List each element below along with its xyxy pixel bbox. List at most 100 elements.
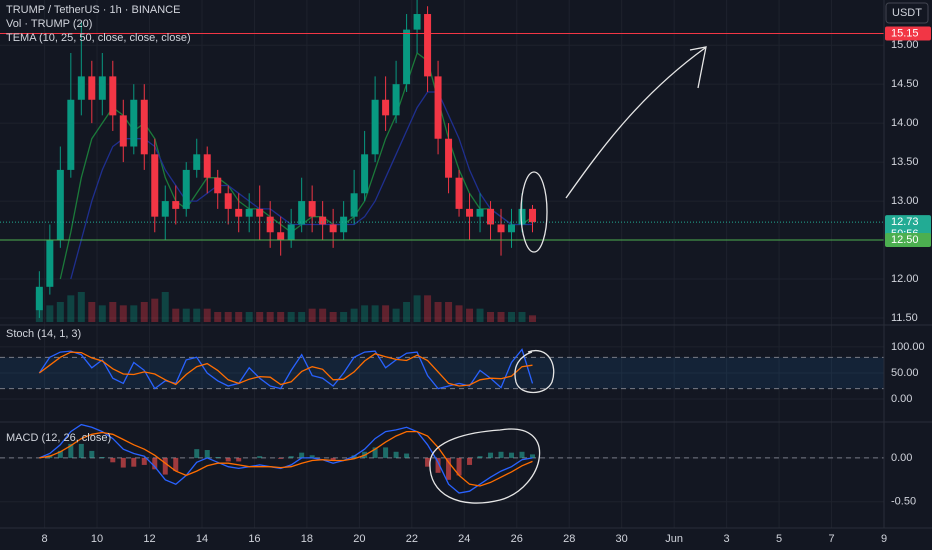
- candle-body: [56, 169, 64, 241]
- y-tick-label: 100.00: [891, 341, 925, 353]
- candle-body: [224, 193, 232, 209]
- volume-bar: [508, 312, 516, 322]
- histogram-bar: [309, 455, 315, 458]
- y-tick-label: 50.00: [891, 367, 919, 379]
- volume-bar: [403, 302, 411, 322]
- candle-body: [329, 224, 337, 233]
- histogram-bar: [78, 443, 84, 458]
- candle-body: [161, 201, 169, 217]
- histogram-bar: [204, 450, 210, 458]
- volume-bar: [424, 295, 432, 322]
- volume-bar: [88, 302, 96, 322]
- currency-button[interactable]: [885, 2, 929, 24]
- histogram-bar: [330, 457, 336, 461]
- candle-body: [298, 201, 306, 225]
- macd-line: [39, 430, 533, 487]
- volume-bar: [182, 308, 190, 322]
- arrow: [565, 47, 706, 199]
- candle-body: [98, 76, 106, 100]
- volume-bar: [245, 312, 253, 322]
- candle-body: [319, 216, 327, 225]
- y-tick-label: 0.00: [891, 393, 912, 405]
- candle-body: [109, 76, 117, 116]
- volume-bar: [413, 295, 421, 322]
- histogram-bar: [110, 457, 116, 463]
- candle-body: [287, 224, 295, 241]
- grid: [0, 0, 885, 528]
- y-tick-label: 0.00: [891, 452, 912, 464]
- candle-body: [214, 177, 222, 194]
- histogram-bar: [477, 456, 483, 458]
- x-tick-label: 16: [248, 533, 260, 545]
- candle-body: [424, 14, 432, 77]
- x-tick-label: 20: [353, 533, 365, 545]
- volume-bar: [361, 305, 369, 322]
- candle-body: [151, 154, 159, 217]
- volume-bar: [235, 312, 243, 322]
- candle-body: [140, 99, 148, 155]
- candle-body: [350, 193, 358, 217]
- volume-bar: [67, 295, 75, 322]
- currency[interactable]: USDT: [892, 7, 922, 19]
- candle-body: [245, 208, 253, 217]
- candle-body: [308, 201, 316, 217]
- candle-body: [508, 224, 516, 233]
- candle-body: [476, 208, 484, 217]
- tema-line: [59, 51, 533, 280]
- ellipse: [514, 349, 555, 394]
- histogram-bar: [162, 457, 168, 475]
- histogram-bar: [435, 457, 441, 473]
- x-tick-label: 3: [724, 533, 730, 545]
- x-tick-label: 8: [42, 533, 48, 545]
- stoch-title: Stoch (14, 1, 3): [6, 328, 81, 340]
- volume-bar: [382, 305, 390, 322]
- volume-bar: [256, 312, 264, 322]
- histogram-bar: [488, 452, 494, 458]
- x-tick-label: 10: [91, 533, 103, 545]
- histogram-bar: [498, 451, 504, 458]
- y-tick-label: 13.50: [891, 156, 919, 168]
- arrow-head: [689, 46, 707, 89]
- candle-body: [371, 99, 379, 155]
- volume-bar: [497, 312, 505, 322]
- histogram-bar: [89, 450, 95, 458]
- volume-bar: [287, 312, 295, 322]
- candle-body: [46, 240, 54, 287]
- volume-bar: [329, 312, 337, 322]
- candle-body: [340, 216, 348, 233]
- volume-bar: [487, 312, 495, 322]
- volume-bar: [445, 302, 453, 322]
- x-tick-label: 12: [143, 533, 155, 545]
- x-tick-label: 24: [458, 533, 470, 545]
- histogram-bar: [456, 457, 462, 476]
- y-tick-label: 14.50: [891, 78, 919, 90]
- candle-body: [235, 208, 243, 217]
- candle-body: [172, 201, 180, 209]
- candle-body: [361, 154, 369, 194]
- candle-body: [88, 76, 96, 100]
- volume-bar: [350, 308, 358, 322]
- volume-bar: [119, 305, 127, 322]
- y-tick-label: 13.00: [891, 195, 919, 207]
- y-tick-label: 14.00: [891, 117, 919, 129]
- drawings: [429, 46, 707, 504]
- candle-body: [434, 76, 442, 139]
- y-tick-label: 11.50: [891, 312, 918, 324]
- x-tick-label: 30: [616, 533, 628, 545]
- histogram-bar: [131, 457, 137, 467]
- volume-bar: [528, 315, 536, 322]
- histogram-bar: [173, 457, 179, 472]
- candle-body: [119, 115, 127, 147]
- volume-bar: [56, 302, 64, 322]
- volume-bar: [466, 308, 474, 322]
- histogram-bar: [152, 457, 158, 470]
- volume-bar: [193, 308, 201, 322]
- histogram-bar: [404, 453, 410, 458]
- x-tick-label: 22: [406, 533, 418, 545]
- candle-body: [182, 169, 190, 209]
- volume-bar: [77, 292, 85, 322]
- candle-body: [392, 84, 400, 116]
- candle-body: [382, 99, 390, 116]
- y-tick-label: 12.00: [891, 273, 919, 285]
- volume-bar: [224, 312, 232, 322]
